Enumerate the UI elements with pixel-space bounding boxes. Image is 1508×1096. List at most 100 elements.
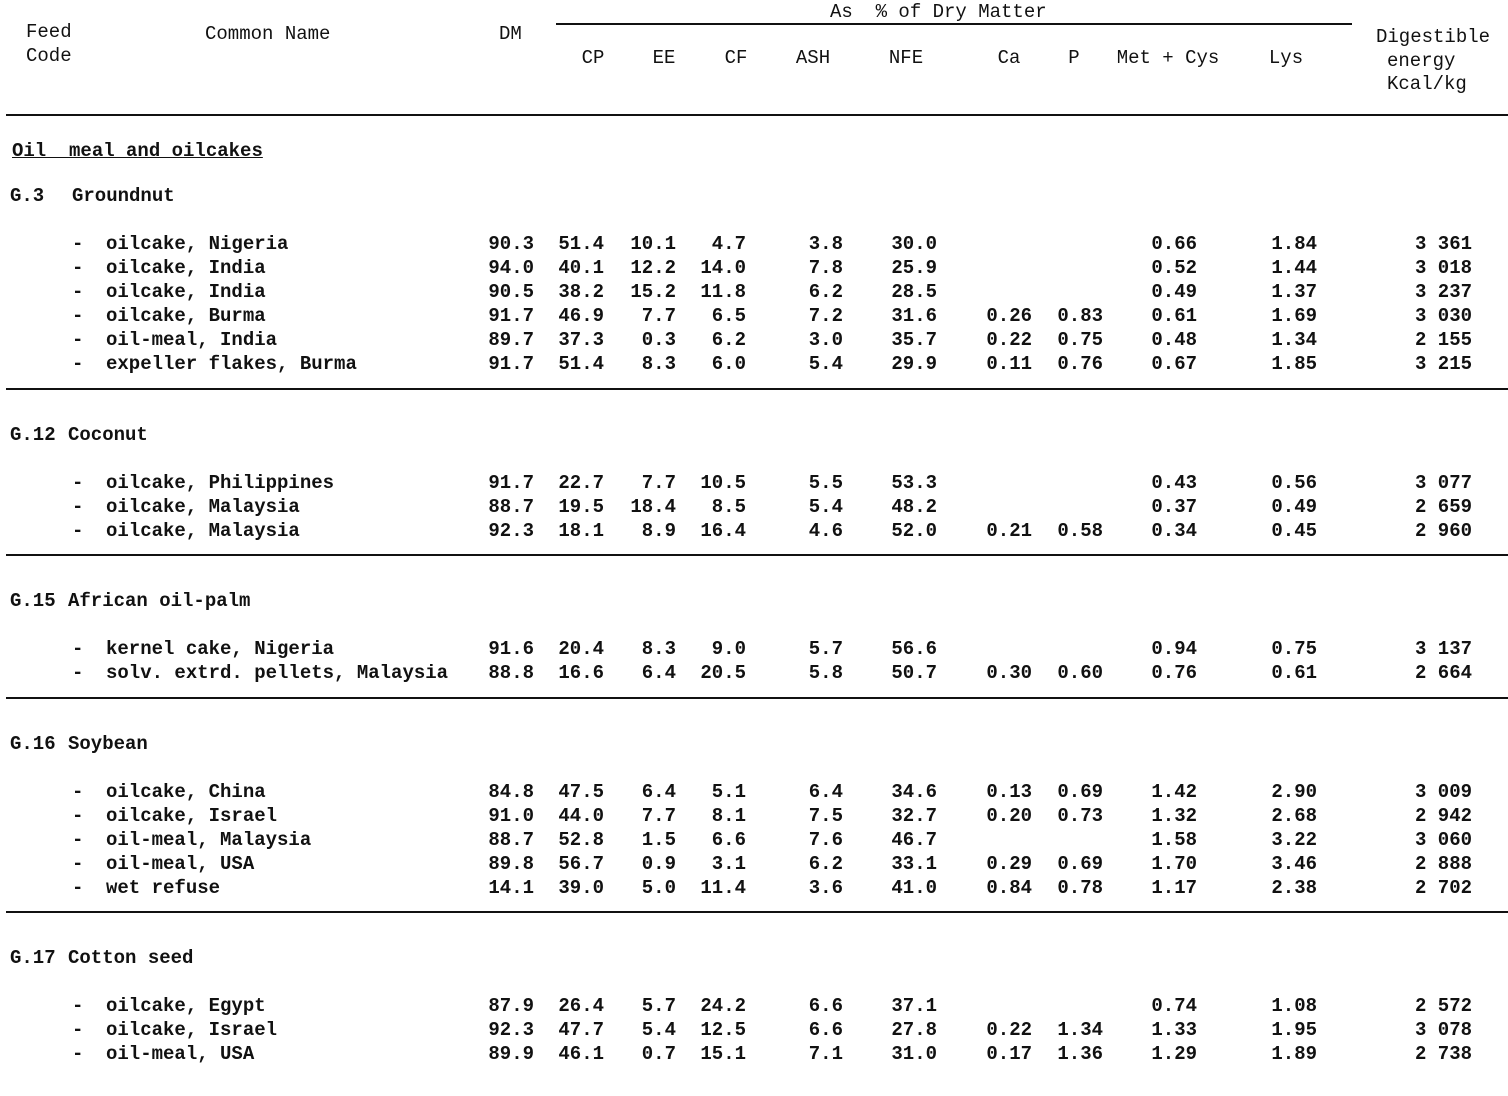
- cell-nfe: 31.0: [891, 1043, 937, 1065]
- common-name: oilcake, Egypt: [106, 995, 266, 1017]
- cell-ee: 8.3: [641, 638, 676, 660]
- table-row: - oilcake, Nigeria 90.3 51.4 10.1 4.7 3.8 30.0 0…: [0, 233, 1508, 257]
- common-name: oilcake, Israel: [106, 805, 278, 827]
- cell-ee: 1.5: [641, 829, 676, 851]
- group-divider: [6, 554, 1508, 556]
- row-dash: -: [72, 257, 84, 279]
- cell-digestible-energy: 3 060: [1414, 829, 1472, 851]
- cell-ash: 7.1: [808, 1043, 843, 1065]
- header-feed: Feed: [26, 21, 72, 43]
- cell-cf: 5.1: [711, 781, 746, 803]
- row-dash: -: [72, 805, 84, 827]
- common-name: oilcake, Israel: [106, 1019, 278, 1041]
- row-dash: -: [72, 781, 84, 803]
- cell-ca: 0.21: [986, 520, 1032, 542]
- cell-cp: 40.1: [558, 257, 604, 279]
- cell-ash: 6.2: [808, 281, 843, 303]
- cell-dm: 87.9: [488, 995, 534, 1017]
- cell-met-cys: 0.48: [1151, 329, 1197, 351]
- cell-cp: 51.4: [558, 233, 604, 255]
- group-divider: [6, 388, 1508, 390]
- cell-cp: 26.4: [558, 995, 604, 1017]
- column-header-ca: Ca: [997, 47, 1021, 69]
- cell-cf: 4.7: [711, 233, 746, 255]
- group-divider: [6, 697, 1508, 699]
- cell-cf: 10.5: [700, 472, 746, 494]
- header-common-name: Common Name: [205, 23, 331, 45]
- cell-cp: 16.6: [558, 662, 604, 684]
- row-dash: -: [72, 1019, 84, 1041]
- common-name: wet refuse: [106, 877, 221, 899]
- cell-digestible-energy: 3 078: [1414, 1019, 1472, 1041]
- cell-ee: 5.0: [641, 877, 676, 899]
- cell-cf: 14.0: [700, 257, 746, 279]
- cell-ca: 0.11: [986, 353, 1032, 375]
- cell-nfe: 33.1: [891, 853, 937, 875]
- cell-cp: 39.0: [558, 877, 604, 899]
- common-name: oil-meal, USA: [106, 853, 255, 875]
- cell-nfe: 56.6: [891, 638, 937, 660]
- cell-cp: 52.8: [558, 829, 604, 851]
- cell-ca: 0.29: [986, 853, 1032, 875]
- cell-ash: 7.2: [808, 305, 843, 327]
- table-row: - oil-meal, Malaysia 88.7 52.8 1.5 6.6 7.6 46.7…: [0, 829, 1508, 853]
- cell-met-cys: 1.70: [1151, 853, 1197, 875]
- common-name: expeller flakes, Burma: [106, 353, 357, 375]
- cell-p: 0.73: [1057, 805, 1103, 827]
- common-name: oilcake, Malaysia: [106, 520, 300, 542]
- cell-cp: 47.7: [558, 1019, 604, 1041]
- cell-nfe: 41.0: [891, 877, 937, 899]
- cell-dm: 89.9: [488, 1043, 534, 1065]
- cell-digestible-energy: 2 702: [1414, 877, 1472, 899]
- column-header-met-cys: Met + Cys: [1116, 47, 1220, 69]
- cell-met-cys: 0.67: [1151, 353, 1197, 375]
- cell-ash: 3.0: [808, 329, 843, 351]
- cell-cf: 8.1: [711, 805, 746, 827]
- cell-dm: 89.7: [488, 329, 534, 351]
- cell-cp: 46.1: [558, 1043, 604, 1065]
- cell-cf: 24.2: [700, 995, 746, 1017]
- cell-ca: 0.22: [986, 1019, 1032, 1041]
- cell-lys: 0.56: [1271, 472, 1317, 494]
- row-dash: -: [72, 305, 84, 327]
- cell-dm: 91.7: [488, 472, 534, 494]
- cell-dm: 90.3: [488, 233, 534, 255]
- table-row: - oilcake, India 94.0 40.1 12.2 14.0 7.8 25.9 0.…: [0, 257, 1508, 281]
- header-rule: [6, 114, 1508, 116]
- cell-digestible-energy: 3 018: [1414, 257, 1472, 279]
- cell-digestible-energy: 3 215: [1414, 353, 1472, 375]
- header-group-rule: [556, 23, 1352, 25]
- cell-lys: 3.46: [1271, 853, 1317, 875]
- cell-digestible-energy: 3 030: [1414, 305, 1472, 327]
- cell-dm: 94.0: [488, 257, 534, 279]
- cell-ee: 0.9: [641, 853, 676, 875]
- cell-cp: 46.9: [558, 305, 604, 327]
- header-energy-2: energy: [1387, 50, 1456, 72]
- cell-digestible-energy: 2 888: [1414, 853, 1472, 875]
- cell-ash: 5.4: [808, 353, 843, 375]
- cell-digestible-energy: 2 572: [1414, 995, 1472, 1017]
- cell-met-cys: 1.42: [1151, 781, 1197, 803]
- row-dash: -: [72, 877, 84, 899]
- cell-p: 1.36: [1057, 1043, 1103, 1065]
- table-row: - expeller flakes, Burma 91.7 51.4 8.3 6.0 5.4…: [0, 353, 1508, 377]
- cell-met-cys: 0.74: [1151, 995, 1197, 1017]
- cell-lys: 2.38: [1271, 877, 1317, 899]
- cell-met-cys: 0.52: [1151, 257, 1197, 279]
- cell-ee: 0.3: [641, 329, 676, 351]
- row-dash: -: [72, 496, 84, 518]
- cell-lys: 1.69: [1271, 305, 1317, 327]
- table-row: - oilcake, Israel 92.3 47.7 5.4 12.5 6.6 27.8 0.…: [0, 1019, 1508, 1043]
- cell-cp: 19.5: [558, 496, 604, 518]
- common-name: oilcake, India: [106, 257, 266, 279]
- cell-nfe: 27.8: [891, 1019, 937, 1041]
- row-dash: -: [72, 995, 84, 1017]
- cell-ca: 0.22: [986, 329, 1032, 351]
- cell-cp: 22.7: [558, 472, 604, 494]
- cell-ash: 6.6: [808, 1019, 843, 1041]
- cell-cf: 16.4: [700, 520, 746, 542]
- column-header-cf: CF: [724, 47, 748, 69]
- cell-met-cys: 0.76: [1151, 662, 1197, 684]
- cell-lys: 1.08: [1271, 995, 1317, 1017]
- cell-lys: 1.84: [1271, 233, 1317, 255]
